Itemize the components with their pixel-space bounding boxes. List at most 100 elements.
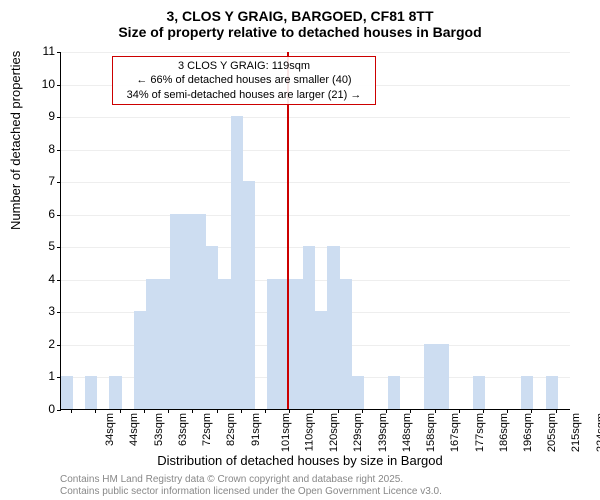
xtick-label: 53sqm [153,413,165,446]
grid-line [61,247,570,248]
histogram-bar [231,116,243,409]
xtick-label: 91sqm [250,413,262,446]
histogram-bar [521,376,533,409]
histogram-bar [109,376,121,409]
histogram-bar [206,246,218,409]
ytick-label: 0 [48,402,61,416]
histogram-bar [279,279,291,409]
histogram-bar [473,376,485,409]
chart-container: 3, CLOS Y GRAIG, BARGOED, CF81 8TT Size … [0,0,600,500]
histogram-bar [85,376,97,409]
xtick-mark [410,409,411,413]
xtick-label: 186sqm [498,413,510,452]
histogram-bar [546,376,558,409]
grid-line [61,280,570,281]
histogram-bar [194,214,206,409]
histogram-bar [170,214,182,409]
ytick-label: 5 [48,239,61,253]
grid-line [61,117,570,118]
annotation-line-2: ← 66% of detached houses are smaller (40… [119,73,369,87]
annotation-line-3: 34% of semi-detached houses are larger (… [119,88,369,102]
xtick-mark [168,409,169,413]
ytick-label: 2 [48,337,61,351]
histogram-bar [424,344,436,409]
xtick-mark [217,409,218,413]
histogram-bar [352,376,364,409]
histogram-bar [315,311,327,409]
xtick-mark [362,409,363,413]
histogram-bar [182,214,194,409]
xtick-mark [556,409,557,413]
xtick-label: 101sqm [280,413,292,452]
histogram-bar [291,279,303,409]
footer-line-2: Contains public sector information licen… [60,486,442,498]
xtick-mark [71,409,72,413]
ytick-label: 9 [48,109,61,123]
grid-line [61,150,570,151]
xtick-label: 158sqm [425,413,437,452]
histogram-bar [158,279,170,409]
ytick-label: 11 [43,44,61,58]
reference-line [287,52,289,409]
xtick-mark [95,409,96,413]
title-line-2: Size of property relative to detached ho… [0,24,600,40]
xtick-mark [507,409,508,413]
xtick-label: 167sqm [449,413,461,452]
ytick-label: 1 [48,369,61,383]
xtick-label: 139sqm [377,413,389,452]
histogram-bar [267,279,279,409]
x-axis-label: Distribution of detached houses by size … [0,453,600,468]
histogram-bar [340,279,352,409]
plot-area: 0123456789101134sqm44sqm53sqm63sqm72sqm8… [60,52,570,410]
xtick-label: 82sqm [225,413,237,446]
xtick-label: 63sqm [177,413,189,446]
histogram-bar [134,311,146,409]
grid-line [61,215,570,216]
histogram-bar [303,246,315,409]
xtick-mark [265,409,266,413]
xtick-mark [435,409,436,413]
histogram-bar [146,279,158,409]
histogram-bar [218,279,230,409]
ytick-label: 7 [48,174,61,188]
ytick-label: 3 [48,304,61,318]
xtick-mark [338,409,339,413]
xtick-label: 205sqm [546,413,558,452]
y-axis-label: Number of detached properties [8,51,23,230]
xtick-mark [241,409,242,413]
histogram-bar [388,376,400,409]
histogram-bar [243,181,255,409]
xtick-label: 196sqm [522,413,534,452]
title-line-1: 3, CLOS Y GRAIG, BARGOED, CF81 8TT [0,8,600,24]
annotation-box: 3 CLOS Y GRAIG: 119sqm ← 66% of detached… [112,56,376,105]
xtick-mark [483,409,484,413]
xtick-label: 120sqm [328,413,340,452]
grid-line [61,182,570,183]
annotation-line-1: 3 CLOS Y GRAIG: 119sqm [119,59,369,73]
xtick-label: 129sqm [353,413,365,452]
xtick-label: 224sqm [595,413,600,452]
xtick-mark [313,409,314,413]
footer-attribution: Contains HM Land Registry data © Crown c… [60,474,442,498]
histogram-bar [61,376,73,409]
xtick-mark [192,409,193,413]
xtick-mark [144,409,145,413]
ytick-label: 8 [48,142,61,156]
xtick-mark [120,409,121,413]
histogram-bar [436,344,448,409]
xtick-label: 44sqm [128,413,140,446]
xtick-mark [386,409,387,413]
xtick-label: 215sqm [571,413,583,452]
grid-line [61,52,570,53]
xtick-mark [289,409,290,413]
xtick-label: 177sqm [474,413,486,452]
xtick-label: 110sqm [303,413,315,451]
ytick-label: 6 [48,207,61,221]
histogram-bar [327,246,339,409]
ytick-label: 10 [42,77,61,91]
xtick-mark [459,409,460,413]
ytick-label: 4 [48,272,61,286]
xtick-mark [531,409,532,413]
xtick-label: 148sqm [401,413,413,452]
chart-title: 3, CLOS Y GRAIG, BARGOED, CF81 8TT Size … [0,8,600,40]
